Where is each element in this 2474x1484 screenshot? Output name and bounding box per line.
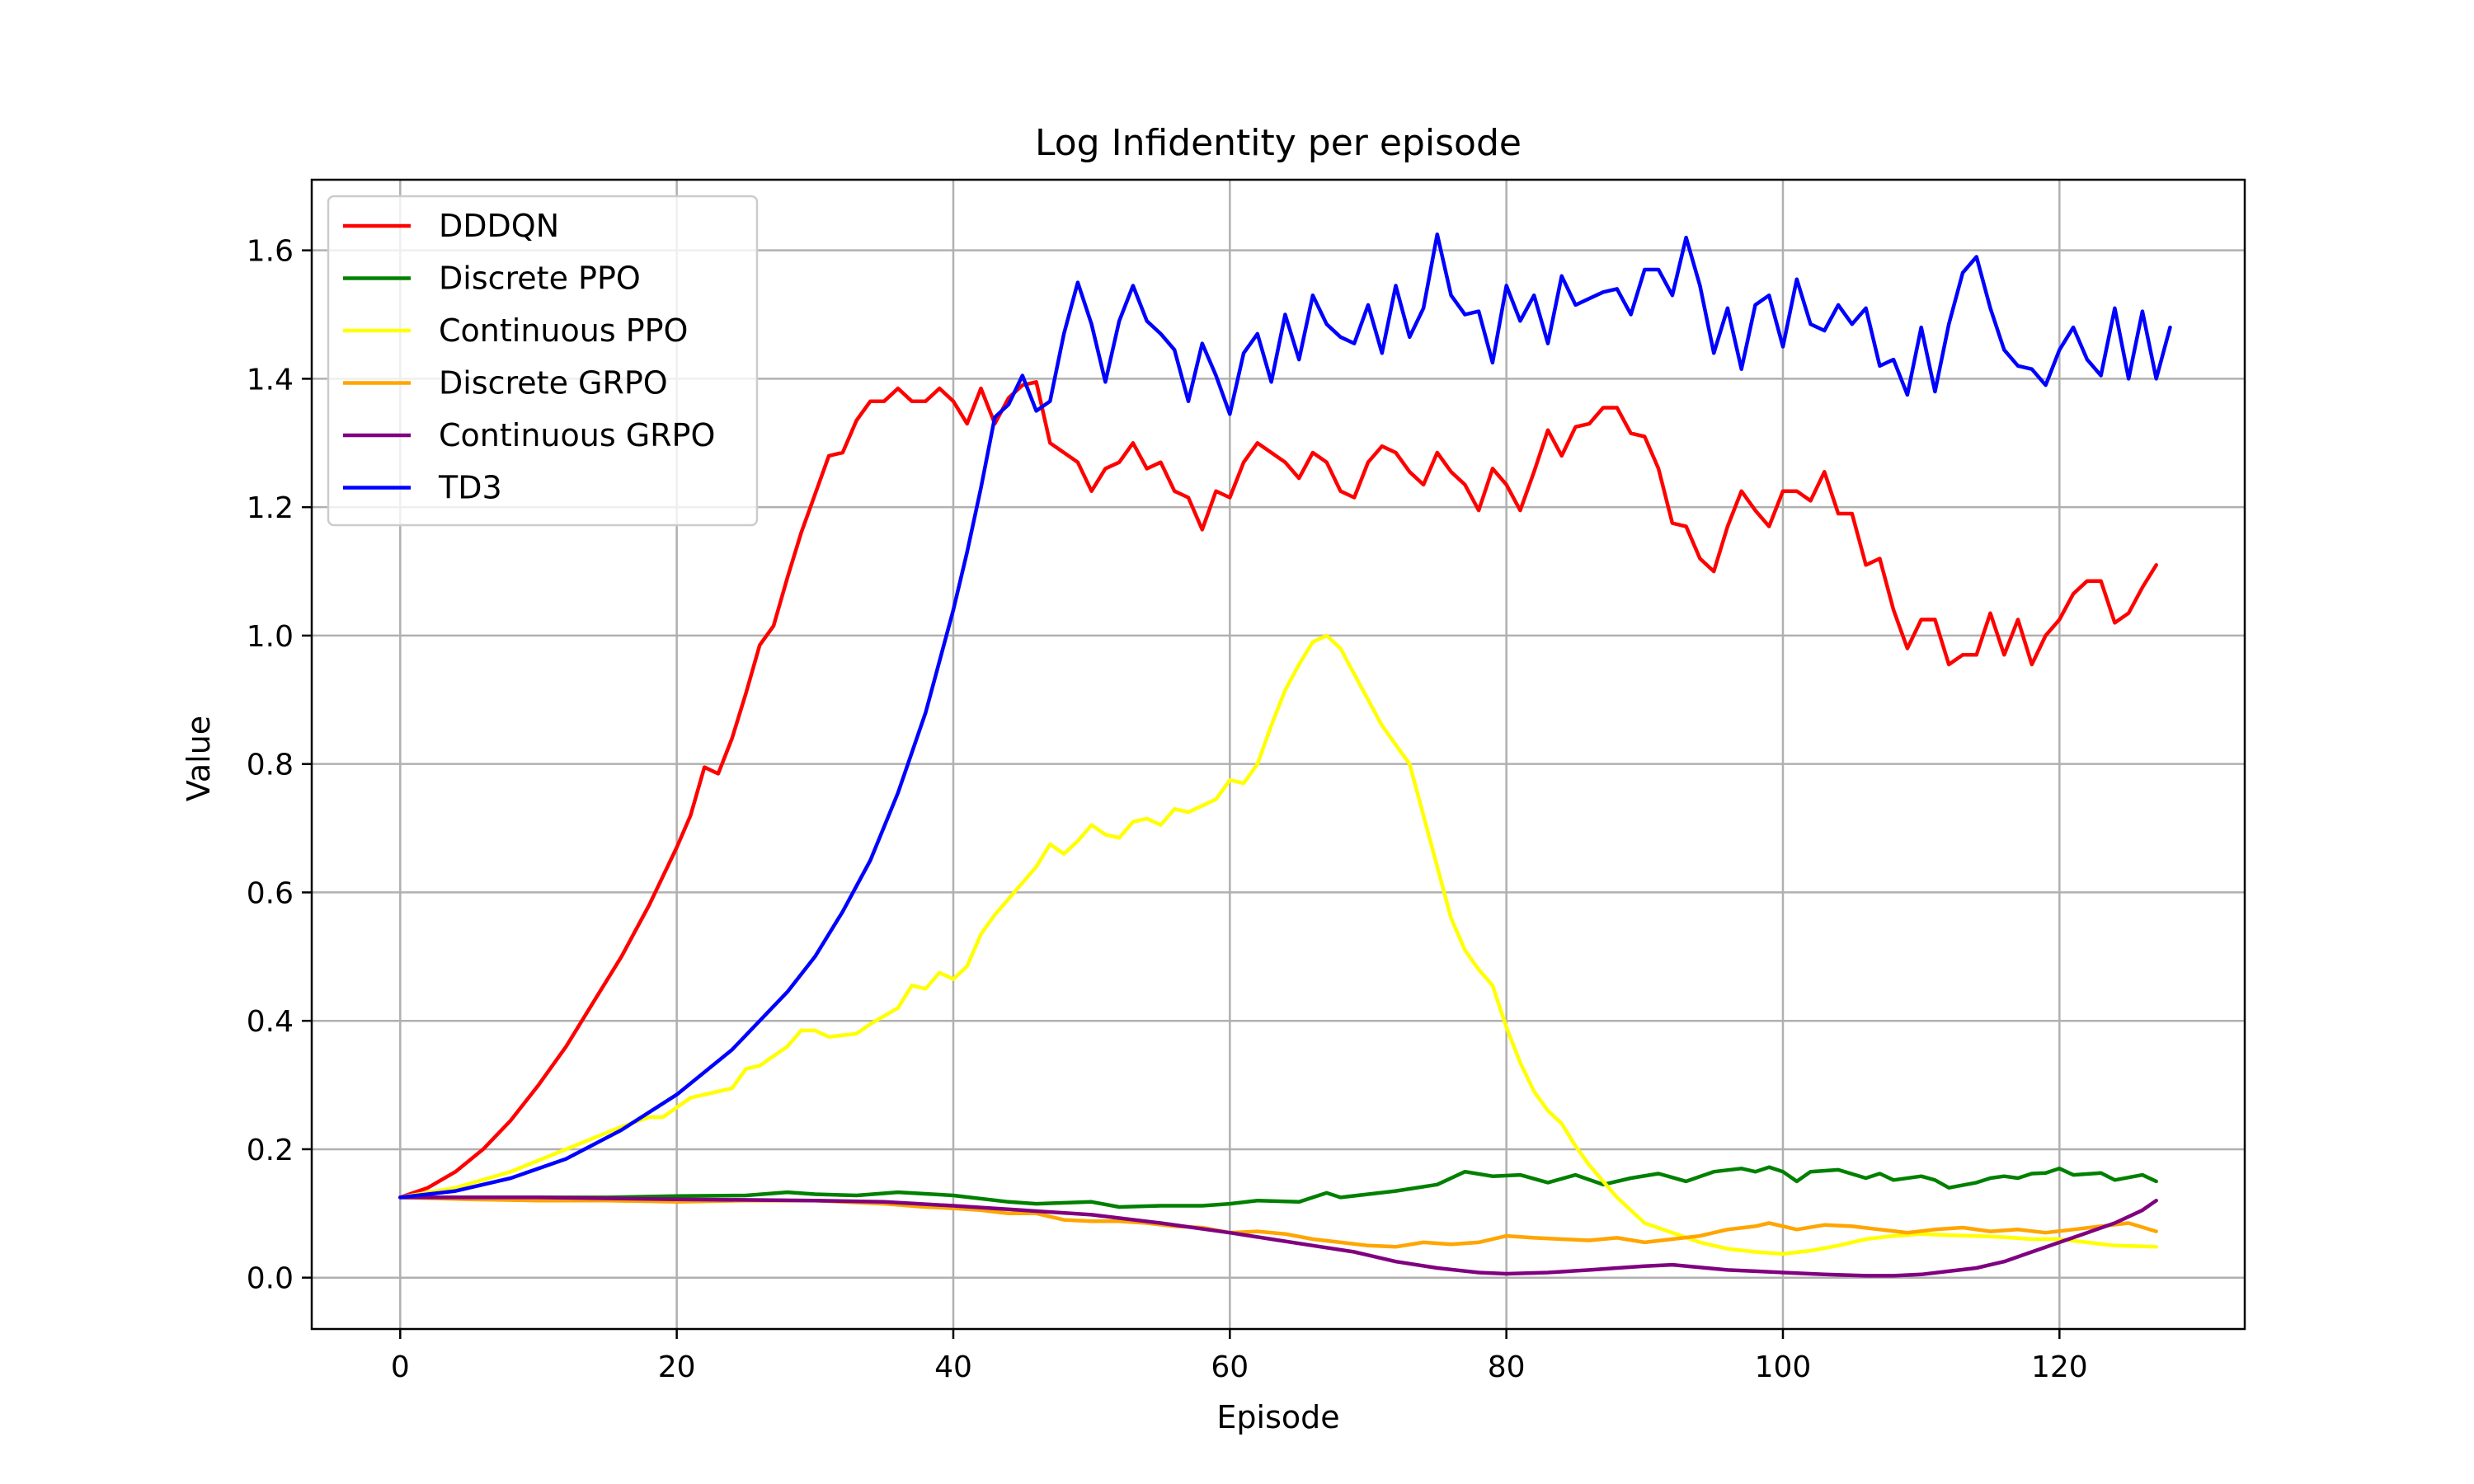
- series-lines: [398, 232, 2172, 1278]
- series-line-discrete-grpo: [398, 1195, 2158, 1249]
- legend: DDDQN Discrete PPO Continuous PPO Discrete …: [327, 195, 759, 527]
- y-tick-label: 0.8: [247, 749, 294, 782]
- y-tick-label: 1.6: [247, 235, 294, 269]
- plot-frame: [310, 178, 2246, 1331]
- x-tick-label: 60: [1211, 1350, 1249, 1384]
- x-tick-label: 20: [658, 1350, 696, 1384]
- legend-label-continuous-ppo: Continuous PPO: [439, 312, 688, 349]
- series-line-td3: [398, 232, 2172, 1200]
- x-tick-label: 80: [1488, 1350, 1526, 1384]
- series-line-continuous-ppo: [398, 633, 2158, 1256]
- chart-title: Log Infidentity per episode: [1035, 122, 1522, 164]
- y-tick-label: 0.4: [247, 1005, 294, 1039]
- legend-label-td3: TD3: [438, 470, 502, 506]
- legend-label-discrete-grpo: Discrete GRPO: [439, 365, 668, 402]
- y-tick-label: 0.0: [247, 1262, 294, 1296]
- series-line-continuous-grpo: [398, 1195, 2158, 1278]
- legend-label-continuous-grpo: Continuous GRPO: [439, 417, 715, 453]
- y-tick-label: 0.2: [247, 1134, 294, 1167]
- series-line-dddqn: [398, 380, 2158, 1200]
- legend-label-dddqn: DDDQN: [439, 208, 559, 244]
- series-line-discrete-ppo: [398, 1165, 2158, 1209]
- y-tick-label: 1.0: [247, 620, 294, 654]
- axis-ticks: 0 20 40 60 80 100 120 0.0 0.2 0.4 0.6 0.8 1.0 1.2 1.4 1…: [247, 235, 2088, 1384]
- legend-box: [327, 195, 759, 527]
- x-tick-label: 40: [934, 1350, 972, 1384]
- y-axis-label: Value: [181, 716, 217, 801]
- y-tick-label: 0.6: [247, 876, 294, 910]
- y-tick-label: 1.4: [247, 363, 294, 397]
- x-axis-label: Episode: [1216, 1399, 1339, 1435]
- grid: [312, 180, 2245, 1329]
- legend-label-discrete-ppo: Discrete PPO: [439, 261, 641, 297]
- x-tick-label: 120: [2031, 1350, 2088, 1384]
- x-tick-label: 0: [391, 1350, 410, 1384]
- x-tick-label: 100: [1755, 1350, 1812, 1384]
- y-tick-label: 1.2: [247, 491, 294, 525]
